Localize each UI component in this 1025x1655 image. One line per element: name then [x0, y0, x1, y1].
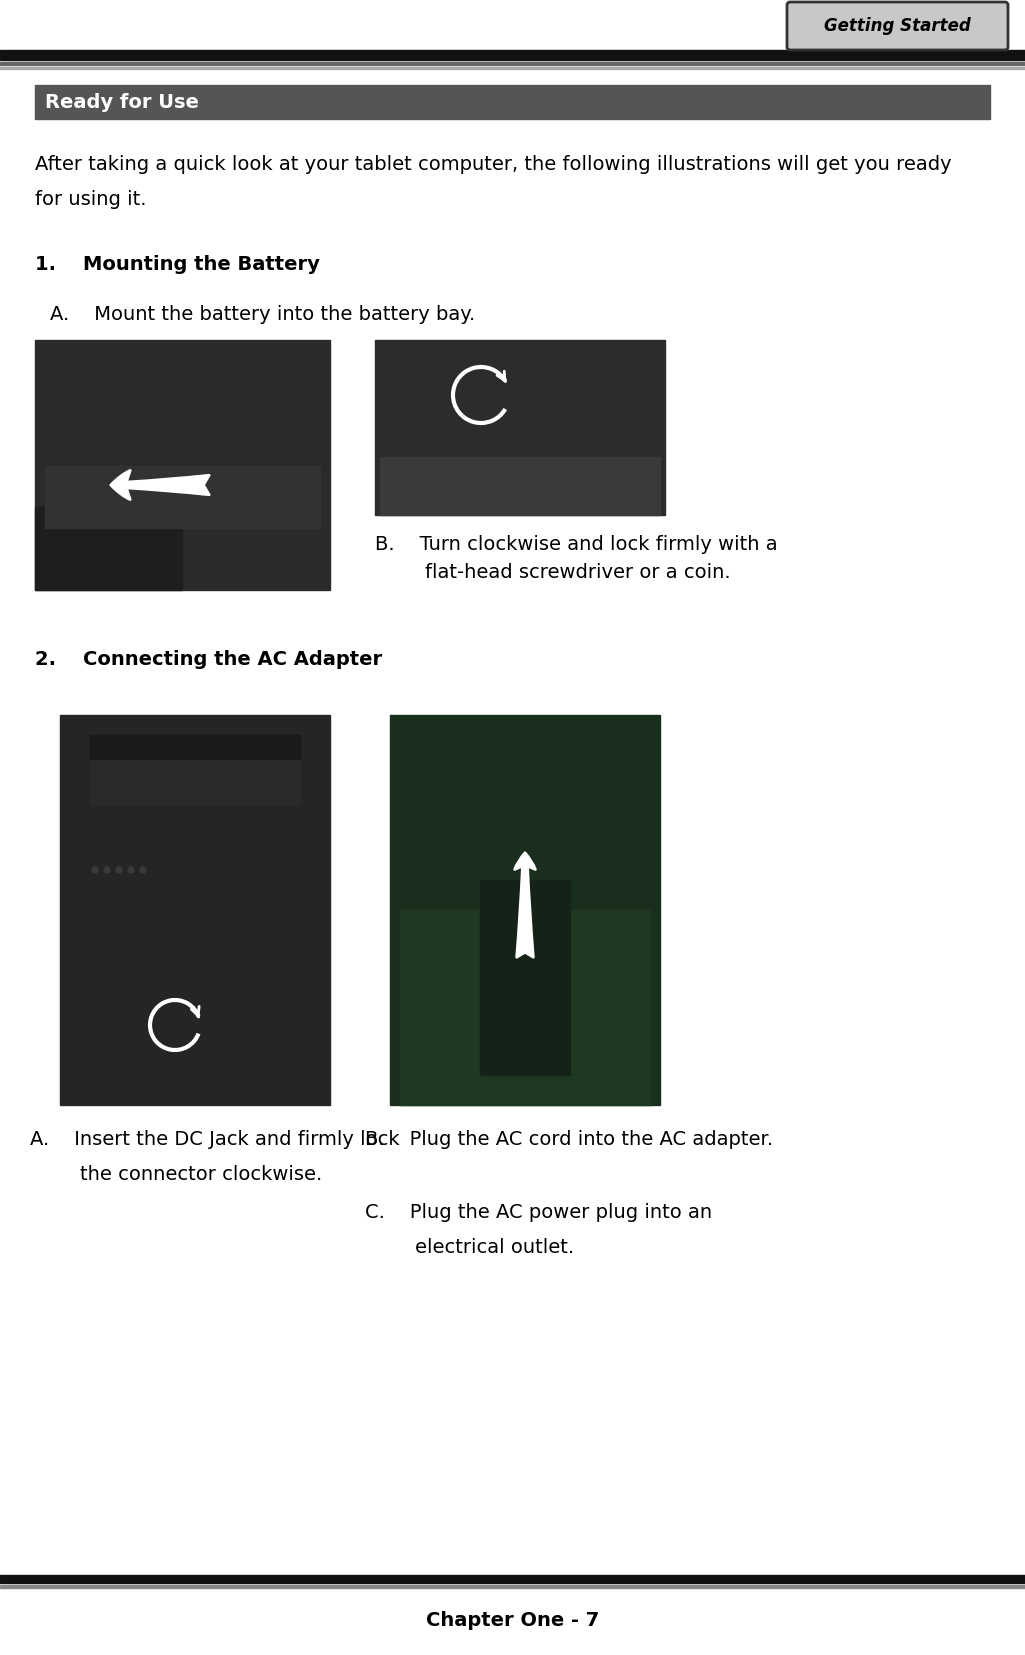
Circle shape [92, 867, 98, 872]
Text: After taking a quick look at your tablet computer, the following illustrations w: After taking a quick look at your tablet… [35, 156, 951, 174]
Text: B.    Turn clockwise and lock firmly with a: B. Turn clockwise and lock firmly with a [375, 535, 778, 554]
Circle shape [116, 867, 122, 872]
Bar [0, 66, 1025, 70]
Text: flat-head screwdriver or a coin.: flat-head screwdriver or a coin. [375, 563, 731, 583]
Circle shape [128, 867, 134, 872]
Bar [0, 50, 1025, 60]
Bar [0, 1576, 1025, 1582]
Text: Chapter One - 7: Chapter One - 7 [425, 1610, 600, 1630]
Bar [35, 339, 330, 589]
Text: 1.    Mounting the Battery: 1. Mounting the Battery [35, 255, 320, 275]
Text: the connector clockwise.: the connector clockwise. [30, 1165, 322, 1183]
Bar [480, 880, 570, 1076]
Text: C.    Plug the AC power plug into an: C. Plug the AC power plug into an [365, 1203, 712, 1221]
Text: 2.    Connecting the AC Adapter: 2. Connecting the AC Adapter [35, 650, 382, 669]
Bar [35, 506, 182, 589]
Text: electrical outlet.: electrical outlet. [365, 1238, 574, 1258]
Bar [0, 61, 1025, 65]
Text: Getting Started: Getting Started [824, 17, 971, 35]
Bar [90, 760, 300, 804]
Text: A.    Mount the battery into the battery bay.: A. Mount the battery into the battery ba… [50, 305, 476, 324]
Text: for using it.: for using it. [35, 190, 147, 209]
Text: A.    Insert the DC Jack and firmly lock: A. Insert the DC Jack and firmly lock [30, 1130, 400, 1149]
Text: B.    Plug the AC cord into the AC adapter.: B. Plug the AC cord into the AC adapter. [365, 1130, 773, 1149]
Bar [375, 339, 665, 515]
Bar [45, 467, 320, 528]
FancyBboxPatch shape [787, 2, 1008, 50]
Bar [400, 910, 650, 1106]
Bar [60, 715, 330, 1106]
Bar [90, 735, 300, 794]
Bar [0, 1585, 1025, 1589]
Circle shape [104, 867, 110, 872]
Text: Ready for Use: Ready for Use [45, 93, 199, 111]
Circle shape [140, 867, 146, 872]
Bar [380, 457, 660, 515]
Bar [390, 715, 660, 1106]
Bar [35, 84, 990, 119]
